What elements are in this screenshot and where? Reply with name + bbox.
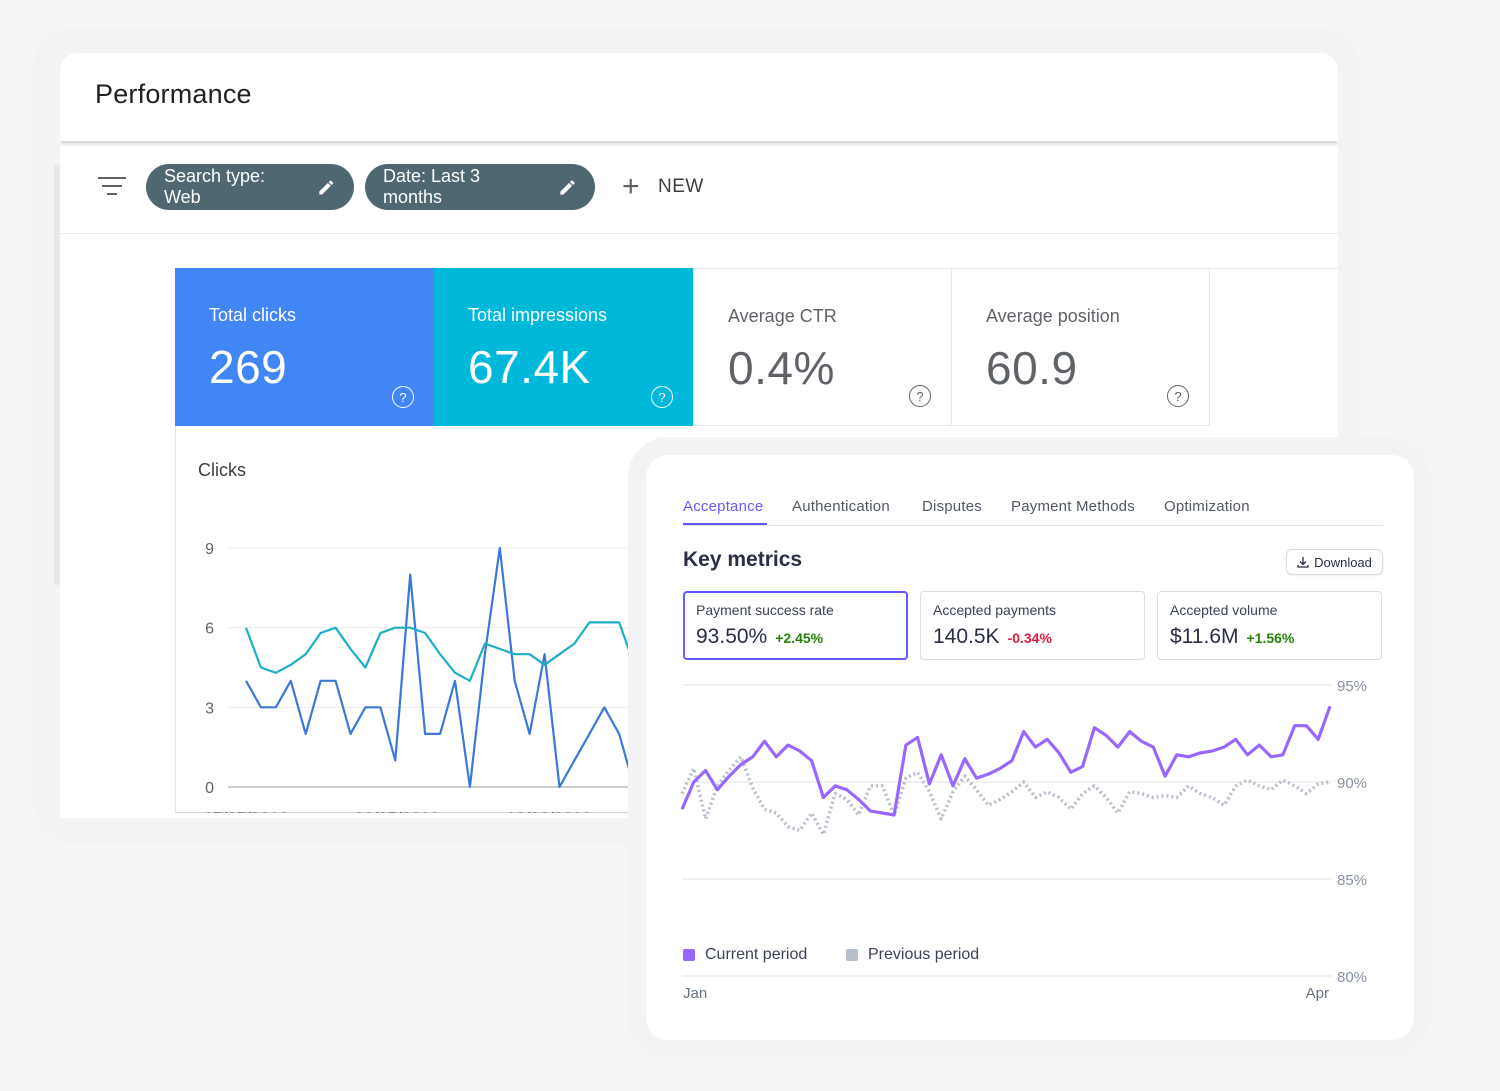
kpi-value: $11.6M [1170, 625, 1239, 648]
metric-average-ctr[interactable]: Average CTR 0.4% ? [693, 268, 952, 426]
y-tick-label: 80% [1337, 969, 1367, 986]
kpi-accepted-volume[interactable]: Accepted volume $11.6M +1.56% [1157, 591, 1382, 660]
kpi-payment-success-rate[interactable]: Payment success rate 93.50% +2.45% [683, 591, 908, 660]
kpi-value: 140.5K [933, 625, 1000, 648]
metric-value: 269 [209, 341, 288, 393]
acceptance-chart-svg: 95% 90% 85% 80% Jan Apr [680, 678, 1367, 1002]
plus-icon: + [622, 170, 641, 203]
legend-label: Current period [705, 946, 808, 963]
page-header: Performance [60, 53, 1338, 141]
new-filter-button[interactable]: + NEW [622, 171, 704, 203]
help-icon[interactable]: ? [392, 386, 414, 408]
filter-bar: Search type: Web Date: Last 3 months + N… [60, 141, 1338, 234]
clicks-line [245, 546, 665, 789]
kpi-value: 93.50% [696, 625, 768, 648]
metric-label: Average position [986, 306, 1120, 326]
kpi-label: Accepted volume [1170, 602, 1278, 618]
metric-value: 0.4% [728, 342, 835, 394]
y-tick-label: 6 [205, 621, 214, 638]
download-label: Download [1314, 554, 1372, 570]
y-tick-label: 85% [1337, 872, 1367, 889]
legend-current-period: Current period [683, 946, 807, 964]
y-tick-label: 9 [205, 541, 214, 558]
scroll-rail [54, 165, 60, 585]
x-tick-label: 29/05/2019 [354, 809, 439, 813]
download-icon [1297, 557, 1309, 568]
legend-label: Previous period [868, 946, 980, 963]
date-range-chip[interactable]: Date: Last 3 months [365, 164, 595, 210]
impressions-line [244, 621, 666, 682]
metric-total-impressions[interactable]: Total impressions 67.4K ? [434, 268, 693, 426]
tab-optimization[interactable]: Optimization [1164, 498, 1250, 515]
chip-label: Search type: Web [164, 166, 266, 207]
kpi-label: Payment success rate [696, 602, 834, 618]
new-filter-label: NEW [658, 176, 704, 197]
metric-label: Total impressions [468, 305, 608, 325]
pencil-icon [319, 180, 334, 194]
metric-average-position[interactable]: Average position 60.9 ? [951, 268, 1210, 426]
metric-label: Average CTR [728, 306, 837, 326]
y-tick-label: 0 [205, 780, 214, 797]
chart-title: Clicks [198, 460, 246, 480]
metric-value: 67.4K [468, 341, 591, 393]
metric-value: 60.9 [986, 342, 1078, 394]
tab-acceptance[interactable]: Acceptance [683, 498, 764, 515]
previous-period-line [680, 755, 1331, 837]
kpi-delta: +1.56% [1246, 630, 1295, 646]
pencil-icon [560, 179, 575, 195]
chip-label: Date: Last 3 months [383, 166, 481, 207]
x-tick-label: 17/05/2019 [203, 809, 288, 813]
kpi-delta: +2.45% [775, 630, 824, 646]
help-icon[interactable]: ? [909, 385, 931, 407]
legend-swatch [683, 949, 695, 961]
y-tick-label: 3 [205, 700, 214, 717]
section-title: Key metrics [683, 548, 803, 571]
y-tick-label: 95% [1337, 678, 1367, 695]
metric-label: Total clicks [209, 305, 297, 325]
x-tick-label: Apr [1306, 985, 1329, 1002]
current-period-line [680, 705, 1332, 817]
tab-authentication[interactable]: Authentication [792, 498, 890, 515]
page-title: Performance [95, 79, 252, 109]
metric-total-clicks[interactable]: Total clicks 269 ? [175, 268, 434, 426]
x-tick-label: 10/06/2019 [506, 809, 591, 813]
search-type-chip[interactable]: Search type: Web [146, 164, 354, 210]
legend-previous-period: Previous period [846, 946, 979, 964]
divider [1209, 268, 1338, 269]
filter-icon[interactable] [98, 177, 126, 197]
x-tick-label: Jan [683, 985, 707, 1002]
tab-disputes[interactable]: Disputes [922, 498, 982, 515]
download-button[interactable]: Download [1286, 549, 1383, 575]
kpi-accepted-payments[interactable]: Accepted payments 140.5K -0.34% [920, 591, 1145, 660]
help-icon[interactable]: ? [651, 386, 673, 408]
kpi-delta: -0.34% [1007, 630, 1052, 646]
active-tab-indicator [683, 523, 767, 525]
tab-payment-methods[interactable]: Payment Methods [1011, 498, 1135, 515]
y-tick-label: 90% [1337, 775, 1367, 792]
help-icon[interactable]: ? [1167, 385, 1189, 407]
tab-bar: Acceptance Authentication Disputes Payme… [683, 496, 1383, 526]
stripe-metrics-card: Acceptance Authentication Disputes Payme… [646, 455, 1414, 1040]
kpi-label: Accepted payments [933, 602, 1056, 618]
legend-swatch [846, 949, 858, 961]
